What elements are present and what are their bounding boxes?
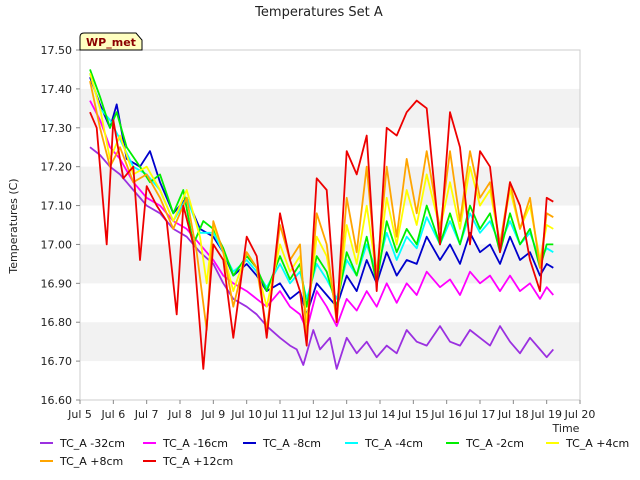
legend-item: TC_A -16cm — [143, 437, 228, 450]
badge-shape — [79, 32, 143, 51]
legend-label: TC_A -16cm — [162, 437, 228, 450]
y-tick-label: 16.70 — [41, 355, 73, 368]
series-line-tc-a-2cm — [89, 69, 554, 308]
x-tick-label: Jul 10 — [230, 408, 262, 421]
y-tick-label: 17.20 — [41, 161, 73, 174]
y-tick-label: 17.10 — [41, 200, 73, 213]
chart-title: Temperatures Set A — [254, 5, 383, 20]
legend-item: TC_A -4cm — [345, 437, 423, 450]
x-tick-label: Jul 17 — [464, 408, 496, 421]
y-tick-label: 16.60 — [41, 394, 73, 407]
x-tick-label: Jul 19 — [530, 408, 562, 421]
x-axis: Jul 5 Jul 6 Jul 7 Jul 8 Jul 9 Jul 10 Jul 11 Jul… — [67, 400, 595, 421]
wp-met-badge: WP_met — [79, 32, 143, 51]
legend-label: TC_A -32cm — [59, 437, 125, 450]
y-tick-label: 16.80 — [41, 316, 73, 329]
y-tick-label: 17.30 — [41, 122, 73, 135]
legend-item: TC_A -32cm — [40, 437, 125, 450]
legend: TC_A -32cm TC_A -16cm TC_A -8cm TC_A -4cm TC… — [40, 437, 629, 468]
badge-label: WP_met — [86, 36, 136, 49]
legend-label: TC_A +4cm — [565, 437, 629, 450]
legend-label: TC_A +8cm — [59, 455, 123, 468]
legend-item: TC_A +12cm — [143, 455, 233, 468]
legend-item: TC_A -2cm — [446, 437, 524, 450]
x-tick-label: Jul 6 — [100, 408, 125, 421]
legend-label: TC_A -8cm — [262, 437, 321, 450]
x-tick-label: Jul 9 — [200, 408, 225, 421]
y-tick-label: 17.00 — [41, 238, 73, 251]
x-tick-label: Jul 7 — [134, 408, 159, 421]
x-tick-label: Jul 20 — [564, 408, 596, 421]
series-lines — [89, 69, 554, 370]
series-line-tc-a-32cm — [89, 146, 554, 370]
x-axis-label: Time — [552, 422, 580, 435]
x-tick-label: Jul 18 — [497, 408, 529, 421]
x-tick-label: Jul 15 — [397, 408, 429, 421]
x-tick-label: Jul 16 — [430, 408, 462, 421]
grid-band — [80, 166, 580, 206]
y-tick-label: 17.40 — [41, 83, 73, 96]
legend-label: TC_A +12cm — [162, 455, 233, 468]
x-tick-label: Jul 14 — [364, 408, 396, 421]
x-tick-label: Jul 5 — [67, 408, 92, 421]
y-axis-label: Temperatures (C) — [7, 178, 20, 274]
series-line-tc-a-16cm — [89, 100, 554, 331]
series-line-tc-a-8cm — [89, 76, 554, 316]
y-tick-label: 17.50 — [41, 44, 73, 57]
legend-label: TC_A -4cm — [364, 437, 423, 450]
series-line-tc-a-12cm — [89, 99, 554, 370]
legend-item: TC_A +8cm — [40, 455, 123, 468]
x-tick-label: Jul 8 — [167, 408, 192, 421]
series-line-tc-a-8cm — [89, 80, 554, 339]
x-tick-label: Jul 13 — [330, 408, 362, 421]
x-tick-label: Jul 11 — [264, 408, 296, 421]
x-tick-label: Jul 12 — [297, 408, 329, 421]
legend-item: TC_A +4cm — [546, 437, 629, 450]
plot-area — [79, 49, 581, 401]
y-tick-label: 16.90 — [41, 277, 73, 290]
series-line-tc-a-4cm — [89, 73, 554, 300]
legend-item: TC_A -8cm — [243, 437, 321, 450]
grid-band — [80, 88, 580, 128]
y-axis: 16.60 16.70 16.80 16.90 17.00 17.10 17.20 17.30… — [41, 44, 80, 407]
legend-label: TC_A -2cm — [465, 437, 524, 450]
